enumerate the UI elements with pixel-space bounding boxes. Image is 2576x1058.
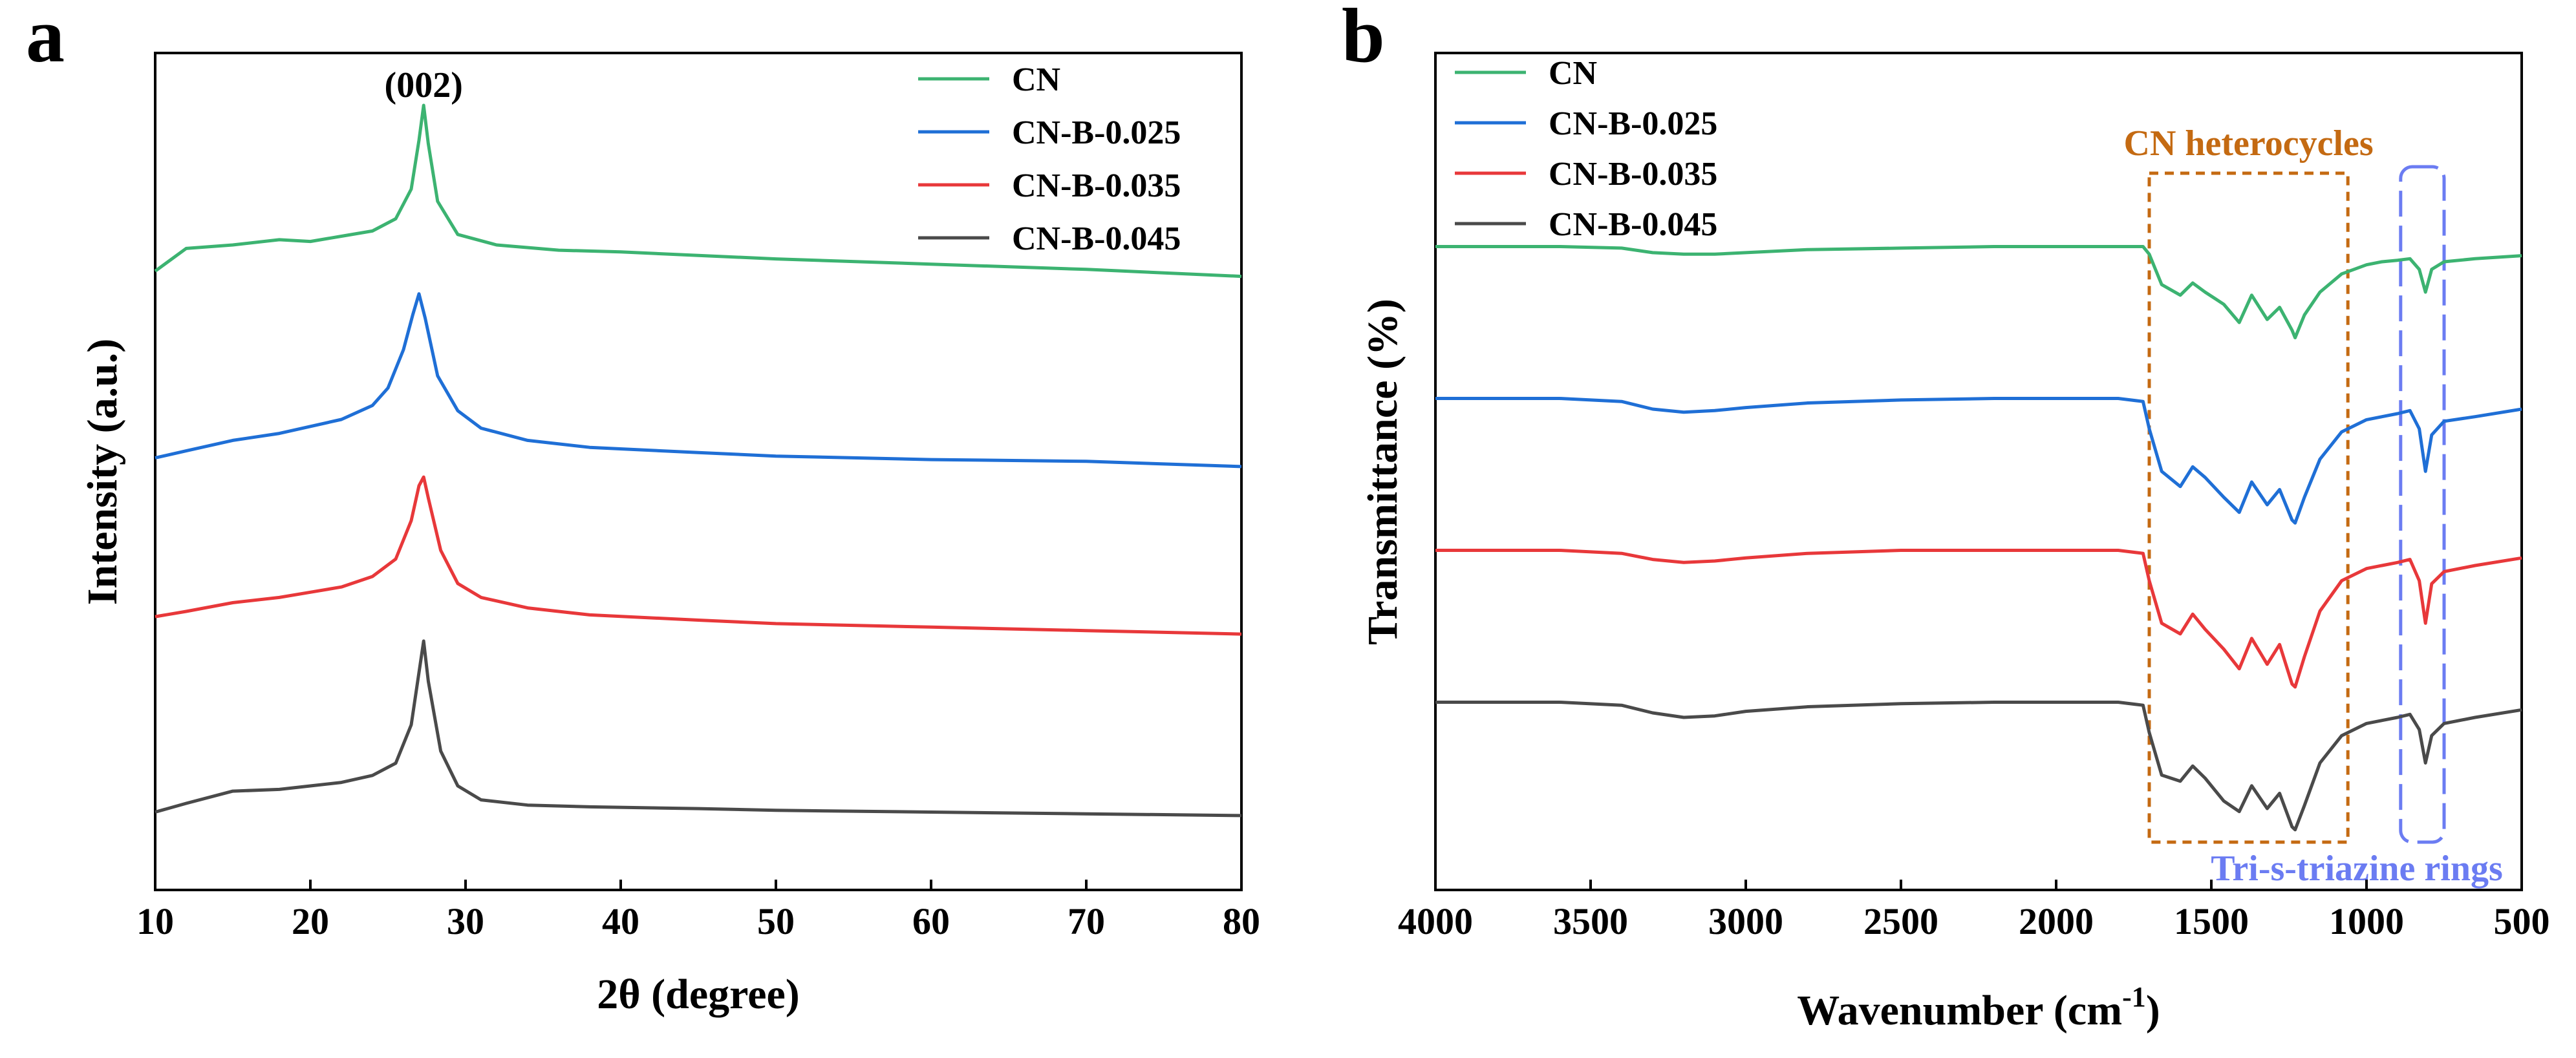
xrd-x-tick-label: 60 <box>912 900 950 942</box>
xrd-legend-label: CN-B-0.045 <box>1012 220 1181 257</box>
ftir-series-line <box>1435 701 2522 832</box>
xrd-x-tick-label: 70 <box>1068 900 1105 942</box>
ftir-x-tick-label: 1000 <box>2329 900 2404 942</box>
ftir-series-group <box>1435 245 2522 832</box>
panel-letter-a: a <box>26 0 65 78</box>
xrd-legend-label: CN <box>1012 61 1060 98</box>
xrd-series-line <box>155 639 1242 818</box>
ftir-legend: CN CN-B-0.025 CN-B-0.035 CN-B-0.045 <box>1455 55 1717 243</box>
ftir-series-line <box>1435 549 2522 689</box>
xrd-x-ticks: 10 20 30 40 50 60 70 80 <box>136 880 1260 942</box>
ftir-region-box <box>2399 165 2446 844</box>
ftir-series-line <box>1435 397 2522 525</box>
xrd-x-tick-label: 10 <box>136 900 174 942</box>
xrd-x-tick-label: 80 <box>1223 900 1260 942</box>
ftir-x-tick-label: 1500 <box>2174 900 2249 942</box>
xrd-legend-label: CN-B-0.035 <box>1012 167 1181 204</box>
ftir-region-label: Tri-s-triazine rings <box>2211 849 2503 889</box>
xrd-x-tick-label: 20 <box>292 900 329 942</box>
ftir-y-axis-title: Transmittance (%) <box>1359 299 1406 645</box>
ftir-x-axis-title: Wavenumber (cm-1) <box>1797 981 2160 1034</box>
ftir-x-axis-title-sup: -1 <box>2122 981 2146 1013</box>
xrd-panel: a 10 20 30 40 50 60 70 80 (002) CN CN-B-0.025 CN-… <box>26 0 1260 1018</box>
xrd-plot-frame <box>154 52 1243 891</box>
ftir-legend-label: CN-B-0.045 <box>1549 206 1717 243</box>
ftir-x-tick-label: 2000 <box>2019 900 2094 942</box>
ftir-x-tick-label: 2500 <box>1863 900 1938 942</box>
ftir-region-label: CN heterocycles <box>2124 123 2374 164</box>
xrd-legend: CN CN-B-0.025 CN-B-0.035 CN-B-0.045 <box>918 61 1181 257</box>
ftir-x-tick-label: 3500 <box>1553 900 1628 942</box>
ftir-x-axis-title-main: Wavenumber (cm <box>1797 987 2122 1034</box>
ftir-x-tick-label: 500 <box>2494 900 2550 942</box>
xrd-annotations: (002) <box>385 65 463 105</box>
xrd-x-tick-label: 50 <box>757 900 795 942</box>
panel-letter-b: b <box>1342 0 1385 78</box>
ftir-x-axis-title-close: ) <box>2146 987 2160 1034</box>
ftir-legend-label: CN <box>1549 55 1597 92</box>
xrd-series-group <box>154 103 1242 818</box>
xrd-x-tick-label: 30 <box>447 900 484 942</box>
ftir-plot-frame <box>1434 52 2523 891</box>
xrd-series-line <box>155 292 1242 469</box>
ftir-legend-label: CN-B-0.025 <box>1549 105 1717 142</box>
xrd-x-axis-title: 2θ (degree) <box>597 971 800 1018</box>
xrd-x-tick-label: 40 <box>602 900 639 942</box>
xrd-series-line <box>154 103 1242 279</box>
xrd-legend-label: CN-B-0.025 <box>1012 114 1181 151</box>
ftir-region-boxes: CN heterocycles Tri-s-triazine rings <box>2124 123 2503 889</box>
xrd-series-line <box>155 475 1242 636</box>
ftir-x-tick-label: 3000 <box>1708 900 1783 942</box>
ftir-x-ticks: 4000 3500 3000 2500 2000 1500 1000 500 <box>1398 880 2550 942</box>
xrd-peak-annotation: (002) <box>385 65 463 105</box>
ftir-series-line <box>1435 245 2522 339</box>
xrd-y-axis-title: Intensity (a.u.) <box>79 339 126 606</box>
ftir-x-tick-label: 4000 <box>1398 900 1473 942</box>
ftir-region-box <box>2147 171 2350 844</box>
ftir-panel: b CN heterocycles Tri-s-triazine rings 40… <box>1342 0 2550 1034</box>
ftir-legend-label: CN-B-0.035 <box>1549 156 1717 193</box>
